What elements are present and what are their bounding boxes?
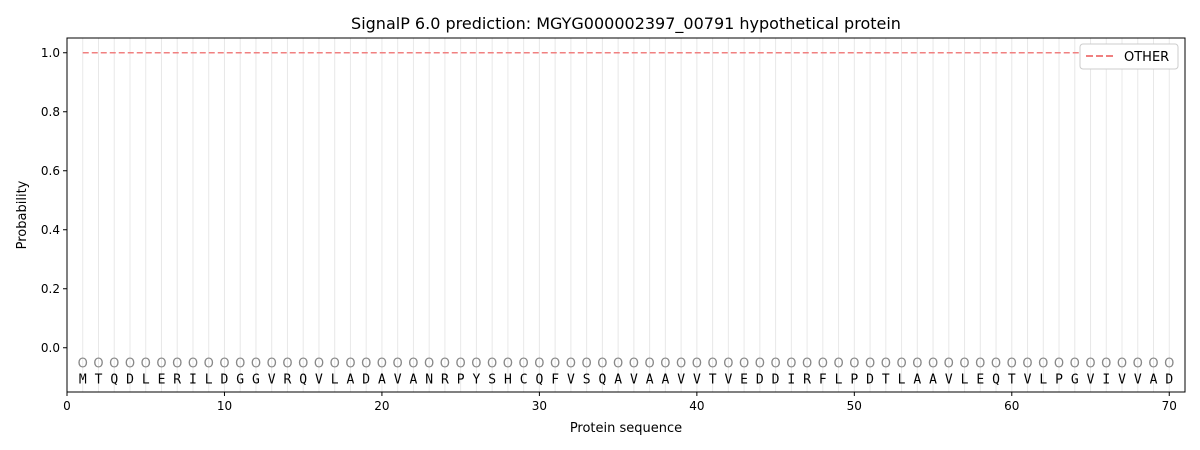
region-label: O bbox=[1085, 357, 1095, 372]
region-label: O bbox=[204, 357, 214, 372]
y-tick-label: 0.2 bbox=[41, 282, 60, 296]
region-label: O bbox=[314, 357, 324, 372]
region-label: O bbox=[534, 357, 544, 372]
region-label: O bbox=[896, 357, 906, 372]
region-label: O bbox=[707, 357, 717, 372]
region-label: O bbox=[566, 357, 576, 372]
region-label: O bbox=[676, 357, 686, 372]
region-label: O bbox=[865, 357, 875, 372]
region-label: O bbox=[770, 357, 780, 372]
region-label: O bbox=[597, 357, 607, 372]
region-label: O bbox=[959, 357, 969, 372]
x-tick-label: 70 bbox=[1162, 399, 1177, 413]
y-tick-label: 0.4 bbox=[41, 223, 60, 237]
region-label: O bbox=[629, 357, 639, 372]
region-label: O bbox=[408, 357, 418, 372]
x-axis-label: Protein sequence bbox=[570, 421, 682, 436]
region-label: O bbox=[456, 357, 466, 372]
region-label: O bbox=[818, 357, 828, 372]
region-label: O bbox=[1101, 357, 1111, 372]
region-label: O bbox=[519, 357, 529, 372]
region-label: O bbox=[944, 357, 954, 372]
region-label: O bbox=[125, 357, 135, 372]
region-label: O bbox=[345, 357, 355, 372]
region-label: O bbox=[1007, 357, 1017, 372]
region-label: O bbox=[755, 357, 765, 372]
region-label: O bbox=[93, 357, 103, 372]
region-label: O bbox=[109, 357, 119, 372]
plot-frame bbox=[66, 37, 1186, 393]
region-label: O bbox=[912, 357, 922, 372]
y-tick-label: 0.8 bbox=[41, 105, 60, 119]
x-tick-label: 0 bbox=[63, 399, 71, 413]
region-label: O bbox=[881, 357, 891, 372]
region-label: O bbox=[928, 357, 938, 372]
region-label: O bbox=[1038, 357, 1048, 372]
region-label: O bbox=[833, 357, 843, 372]
y-tick-label: 0.0 bbox=[41, 341, 60, 355]
x-tick-label: 20 bbox=[374, 399, 389, 413]
x-tick-label: 50 bbox=[847, 399, 862, 413]
region-label: O bbox=[1022, 357, 1032, 372]
region-label: O bbox=[78, 357, 88, 372]
region-label: O bbox=[550, 357, 560, 372]
legend-box bbox=[1079, 43, 1179, 70]
x-tick-label: 30 bbox=[532, 399, 547, 413]
region-label: O bbox=[172, 357, 182, 372]
region-label: O bbox=[723, 357, 733, 372]
region-label: O bbox=[251, 357, 261, 372]
x-tick-label: 40 bbox=[689, 399, 704, 413]
region-label: O bbox=[298, 357, 308, 372]
region-label: O bbox=[503, 357, 513, 372]
region-label: O bbox=[1148, 357, 1158, 372]
region-label: O bbox=[235, 357, 245, 372]
region-label: O bbox=[645, 357, 655, 372]
y-tick-label: 1.0 bbox=[41, 46, 60, 60]
region-label: O bbox=[471, 357, 481, 372]
region-label: O bbox=[156, 357, 166, 372]
y-axis-label: Probability bbox=[15, 180, 30, 249]
region-label: O bbox=[582, 357, 592, 372]
region-label: O bbox=[361, 357, 371, 372]
region-label: O bbox=[802, 357, 812, 372]
region-label: O bbox=[440, 357, 450, 372]
region-label: O bbox=[991, 357, 1001, 372]
region-label: O bbox=[424, 357, 434, 372]
region-label: O bbox=[786, 357, 796, 372]
region-label: O bbox=[487, 357, 497, 372]
region-label: O bbox=[739, 357, 749, 372]
region-label: O bbox=[330, 357, 340, 372]
x-tick-label: 10 bbox=[217, 399, 232, 413]
region-label: O bbox=[393, 357, 403, 372]
x-tick-label: 60 bbox=[1004, 399, 1019, 413]
region-label: O bbox=[188, 357, 198, 372]
legend: OTHER bbox=[1079, 43, 1179, 70]
region-label: O bbox=[1133, 357, 1143, 372]
region-label: O bbox=[219, 357, 229, 372]
region-label: O bbox=[975, 357, 985, 372]
region-label: O bbox=[849, 357, 859, 372]
region-label: O bbox=[1054, 357, 1064, 372]
region-label: O bbox=[1164, 357, 1174, 372]
region-label: O bbox=[141, 357, 151, 372]
legend-label-other: OTHER bbox=[1124, 50, 1169, 65]
region-label: O bbox=[660, 357, 670, 372]
region-label: O bbox=[1070, 357, 1080, 372]
region-label: O bbox=[692, 357, 702, 372]
region-label: O bbox=[267, 357, 277, 372]
region-label: O bbox=[613, 357, 623, 372]
residue-sequence: MTQDLERILDGGVRQVLADAVANRPYSHCQFVSQAVAAVV… bbox=[79, 372, 1174, 387]
region-label: O bbox=[377, 357, 387, 372]
y-tick-label: 0.6 bbox=[41, 164, 60, 178]
region-label: O bbox=[282, 357, 292, 372]
chart-title: SignalP 6.0 prediction: MGYG000002397_00… bbox=[351, 14, 901, 34]
region-label: O bbox=[1117, 357, 1127, 372]
